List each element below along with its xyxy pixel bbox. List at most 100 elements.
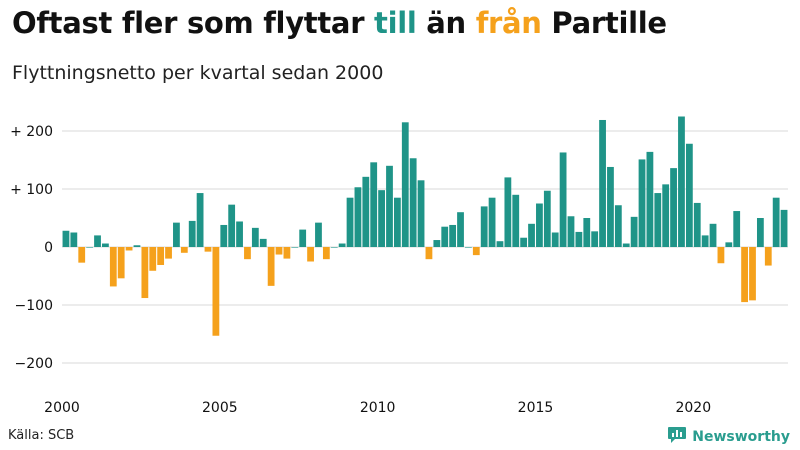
bar-2022-q2 xyxy=(764,247,772,266)
bar-2004-q3 xyxy=(204,247,212,252)
x-tick-label: 2015 xyxy=(518,400,554,416)
bar-2017-q2 xyxy=(607,166,614,247)
bar-2019-q3 xyxy=(678,116,685,247)
bar-2009-q3 xyxy=(362,176,370,247)
bar-2017-q4 xyxy=(622,243,630,247)
bar-2017-q1 xyxy=(599,119,606,247)
bar-2013-q1 xyxy=(472,247,480,256)
bar-2015-q3 xyxy=(551,232,559,247)
chart-subtitle: Flyttningsnetto per kvartal sedan 2000 xyxy=(12,62,384,84)
bar-2009-q1 xyxy=(346,197,354,247)
bar-2007-q4 xyxy=(307,247,314,262)
bar-2016-q3 xyxy=(583,218,591,247)
bar-2016-q4 xyxy=(591,231,599,247)
bar-2018-q3 xyxy=(646,151,654,247)
bar-2007-q3 xyxy=(299,229,307,247)
bar-2004-q4 xyxy=(212,247,220,336)
bar-chart-speech-bubble-icon xyxy=(667,426,687,448)
bar-2011-q4 xyxy=(433,240,441,247)
bar-2018-q1 xyxy=(630,216,638,247)
source-note: Källa: SCB xyxy=(8,428,75,443)
bar-2011-q1 xyxy=(409,158,417,247)
y-tick-label: −200 xyxy=(15,356,53,372)
bar-2003-q4 xyxy=(180,247,188,253)
bar-2012-q1 xyxy=(441,226,449,247)
bar-2021-q3 xyxy=(741,247,748,303)
bar-2020-q3 xyxy=(709,223,717,247)
bar-2015-q4 xyxy=(559,152,567,247)
bar-2002-q1 xyxy=(125,247,133,251)
bar-2001-q1 xyxy=(94,235,101,247)
bar-2021-q4 xyxy=(749,247,756,301)
bar-2001-q3 xyxy=(109,247,117,287)
bar-2008-q3 xyxy=(330,247,338,248)
bar-2003-q2 xyxy=(165,247,172,259)
bar-2005-q2 xyxy=(228,204,236,247)
bar-2020-q1 xyxy=(693,202,701,247)
bar-2013-q2 xyxy=(480,206,488,247)
title-part-1: Oftast fler som flyttar xyxy=(12,6,374,40)
bar-2013-q3 xyxy=(488,197,496,247)
bar-2013-q4 xyxy=(496,241,504,247)
bar-2002-q2 xyxy=(133,245,141,247)
bar-2005-q4 xyxy=(244,247,251,260)
bar-2010-q2 xyxy=(386,165,393,247)
bar-2005-q1 xyxy=(220,224,228,247)
x-axis-ticks: 2000 2005 2010 2015 2020 xyxy=(44,400,711,416)
x-tick-label: 2000 xyxy=(44,400,80,416)
bar-2018-q4 xyxy=(654,193,662,247)
title-word-till: till xyxy=(374,6,417,40)
bar-2004-q1 xyxy=(188,220,196,247)
bar-2022-q4 xyxy=(780,209,788,247)
bar-2016-q2 xyxy=(575,231,583,247)
y-tick-label: + 100 xyxy=(10,182,53,198)
bar-2017-q3 xyxy=(614,205,622,247)
bar-2019-q2 xyxy=(670,168,677,247)
bar-2008-q4 xyxy=(338,243,346,247)
bar-2011-q3 xyxy=(425,247,433,260)
y-tick-label: + 200 xyxy=(10,124,53,140)
bar-2006-q3 xyxy=(267,247,275,286)
bar-2007-q1 xyxy=(283,247,291,259)
bar-2022-q1 xyxy=(756,218,764,247)
bar-2015-q2 xyxy=(543,190,551,247)
bars xyxy=(62,116,788,336)
bar-2006-q1 xyxy=(251,227,259,247)
bar-2000-q2 xyxy=(70,232,78,247)
x-tick-label: 2020 xyxy=(675,400,711,416)
bar-2010-q4 xyxy=(401,122,409,247)
bar-2007-q2 xyxy=(291,247,299,248)
bar-2008-q2 xyxy=(322,247,330,260)
brand: Newsworthy xyxy=(667,426,790,448)
bar-2004-q2 xyxy=(196,193,204,247)
bar-2001-q4 xyxy=(117,247,125,279)
bar-2002-q4 xyxy=(149,247,157,271)
bar-2012-q3 xyxy=(457,212,464,247)
bar-2012-q2 xyxy=(449,224,457,247)
title-part-3: Partille xyxy=(541,6,667,40)
bar-2000-q1 xyxy=(62,230,70,247)
bar-2006-q4 xyxy=(275,247,283,255)
y-axis-ticks: + 200 + 100 0 −100 −200 xyxy=(10,124,53,372)
bar-2019-q4 xyxy=(685,143,693,247)
bar-2015-q1 xyxy=(536,203,543,247)
bar-2014-q3 xyxy=(520,237,528,247)
brand-name: Newsworthy xyxy=(692,429,790,445)
bar-2009-q2 xyxy=(354,187,362,247)
bar-2012-q4 xyxy=(465,247,472,248)
bar-2002-q3 xyxy=(141,247,149,299)
bar-2018-q2 xyxy=(638,159,646,247)
bar-2010-q1 xyxy=(378,190,385,247)
bar-2019-q1 xyxy=(662,184,670,247)
bar-2001-q2 xyxy=(102,243,109,247)
bar-2020-q4 xyxy=(717,247,725,264)
chart-title: Oftast fler som flyttar till än från Par… xyxy=(12,6,667,40)
bar-2014-q1 xyxy=(504,177,512,247)
bar-2021-q1 xyxy=(725,242,733,247)
bar-2014-q2 xyxy=(512,194,520,247)
bar-2005-q3 xyxy=(236,221,243,247)
bar-2016-q1 xyxy=(567,216,575,247)
bar-2011-q2 xyxy=(417,180,425,247)
bar-2014-q4 xyxy=(528,223,535,247)
